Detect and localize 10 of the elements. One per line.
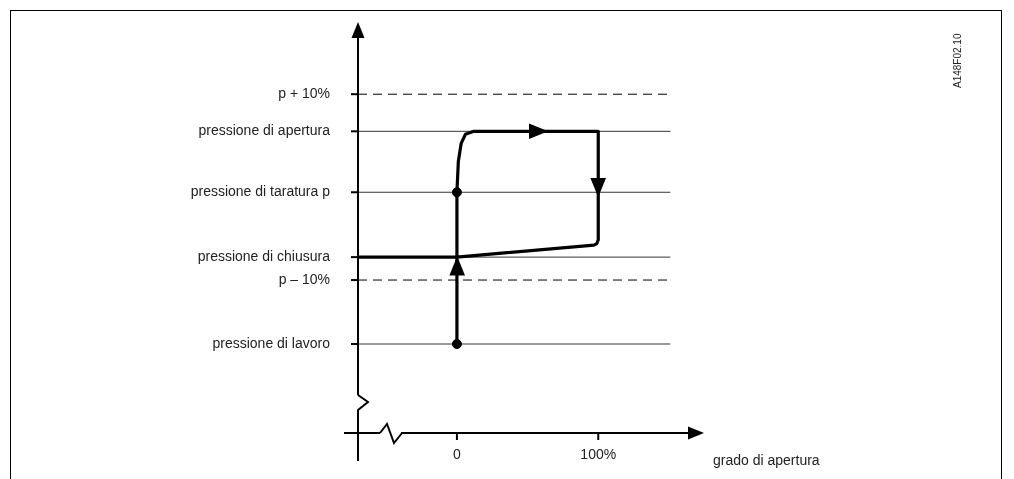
ref-line-label: p + 10% — [278, 85, 330, 102]
x-tick-label: 100% — [580, 446, 617, 463]
ref-line-label: pressione di taratura p — [190, 183, 331, 200]
text: A148F02.10 — [951, 33, 963, 88]
ref-line-label: p – 10% — [278, 270, 330, 287]
ref-line-label: pressione di apertura — [198, 122, 331, 139]
x-axis-title: grado di apertura — [713, 451, 820, 468]
ref-line-label: pressione di lavoro — [212, 334, 331, 351]
ref-line-label: pressione di chiusura — [197, 247, 331, 264]
x-tick-label: 0 — [453, 446, 462, 463]
